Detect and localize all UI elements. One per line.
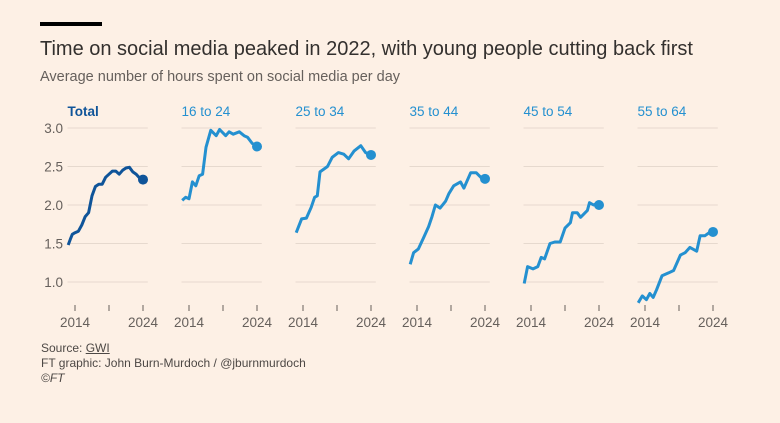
y-tick-label: 1.0 [44, 275, 63, 290]
x-tick-label: 2024 [128, 315, 159, 330]
x-tick-label: 2024 [698, 315, 729, 330]
y-tick-label: 1.5 [44, 237, 63, 252]
x-tick-label: 2024 [242, 315, 273, 330]
end-point-marker [594, 200, 604, 210]
chart-subtitle: Average number of hours spent on social … [40, 69, 401, 85]
x-tick-label: 2014 [288, 315, 319, 330]
panel-title: Total [68, 104, 99, 119]
end-point-marker [708, 226, 718, 237]
y-tick-label: 2.5 [44, 160, 63, 175]
x-tick-label: 2014 [174, 315, 205, 330]
chart-title: Time on social media peaked in 2022, wit… [40, 38, 693, 60]
end-point-marker [252, 141, 262, 152]
series-line-3 [408, 171, 485, 265]
x-tick-label: 2014 [60, 315, 91, 330]
x-tick-label: 2014 [516, 315, 547, 330]
x-tick-label: 2014 [402, 315, 433, 330]
panel-title: 25 to 34 [296, 104, 345, 119]
source-label: Source: [41, 341, 86, 355]
source-link[interactable]: GWI [85, 341, 110, 355]
series-line-5 [636, 230, 713, 304]
x-tick-label: 2024 [356, 315, 387, 330]
end-point-marker [138, 174, 148, 185]
series-line-2 [294, 144, 372, 234]
end-point-marker [366, 149, 376, 160]
source-line: Source: GWI [41, 341, 306, 356]
x-tick-label: 2014 [630, 315, 661, 330]
x-tick-label: 2024 [584, 315, 615, 330]
x-tick-label: 2024 [470, 315, 501, 330]
copyright: ©FT [41, 371, 65, 385]
series-line-4 [522, 201, 600, 284]
panel-title: 35 to 44 [410, 104, 459, 119]
y-tick-label: 2.0 [44, 198, 63, 213]
credit: FT graphic: John Burn-Murdoch / @jburnmu… [41, 356, 306, 370]
series-line-0 [66, 165, 144, 246]
footer: Source: GWI FT graphic: John Burn-Murdoc… [41, 341, 306, 386]
panel-title: 16 to 24 [182, 104, 231, 119]
ft-title-bar [40, 22, 102, 26]
series-line-1 [181, 128, 258, 202]
end-point-marker [480, 173, 490, 184]
y-tick-label: 3.0 [44, 121, 63, 136]
panel-title: 45 to 54 [524, 104, 573, 119]
panel-title: 55 to 64 [638, 104, 687, 119]
